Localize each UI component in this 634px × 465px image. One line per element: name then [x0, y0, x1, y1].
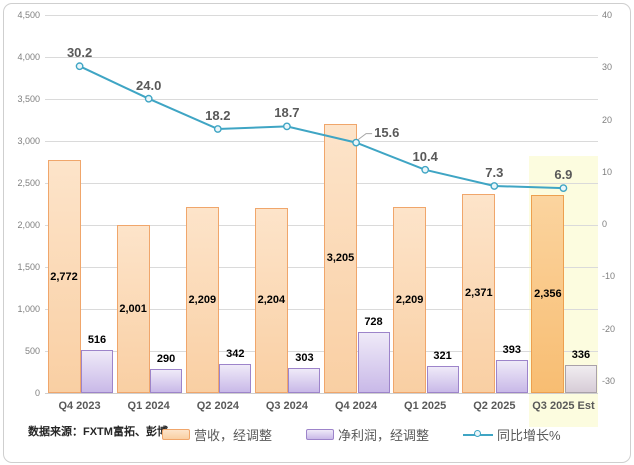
legend-yoy-label: 同比增长% — [497, 428, 561, 443]
chart-frame-border — [3, 3, 631, 463]
revenue-bar — [462, 193, 496, 393]
category-label: Q3 2025 Est — [532, 400, 595, 412]
yoy-value-label: 30.2 — [66, 45, 93, 61]
profit-bar — [288, 367, 321, 393]
right-axis-tick: 40 — [602, 10, 613, 20]
profit-bar — [150, 368, 183, 393]
line-marker-icon — [463, 430, 494, 439]
profit-swatch-icon — [306, 429, 335, 440]
category-label: Q1 2025 — [404, 400, 447, 412]
left-axis-tick: 2,500 — [17, 178, 40, 188]
right-axis-tick: -20 — [602, 323, 616, 334]
right-axis-tick: 20 — [602, 114, 613, 125]
profit-bar — [81, 349, 113, 393]
profit-bar — [357, 331, 390, 393]
gridline — [45, 99, 598, 100]
gridline — [45, 15, 598, 16]
right-axis-tick: -10 — [602, 271, 616, 282]
yoy-value-label: 24.0 — [136, 77, 162, 93]
left-axis-tick: 4,000 — [17, 52, 40, 62]
category-label: Q2 2025 — [473, 400, 516, 412]
revenue-bar-label: 3,205 — [326, 252, 355, 265]
category-label: Q1 2024 — [127, 400, 170, 412]
gridline — [45, 267, 598, 268]
legend: 营收，经调整 净利润，经调整 同比增长% — [162, 425, 561, 444]
legend-item-profit: 净利润，经调整 — [306, 425, 429, 444]
chart-footer: 数据来源：FXTM富拓、彭博 营收，经调整 净利润，经调整 同比增长% — [0, 420, 634, 444]
left-axis-tick: 4,500 — [17, 10, 40, 20]
yoy-value-label: 6.9 — [554, 167, 573, 183]
gridline — [45, 141, 598, 142]
profit-bar — [564, 364, 597, 393]
gridline — [45, 351, 598, 352]
right-axis-tick: 30 — [602, 62, 613, 73]
profit-bar-label: 321 — [433, 350, 452, 362]
left-axis-tick: 3,000 — [17, 136, 40, 146]
gridline — [45, 393, 598, 394]
left-axis-tick: 0 — [34, 388, 40, 398]
yoy-value-label: 7.3 — [485, 165, 504, 180]
revenue-bar-label: 2,209 — [395, 294, 424, 307]
profit-bar-label: 728 — [364, 315, 383, 328]
right-axis-tick: 10 — [602, 166, 613, 177]
revenue-bar — [185, 207, 219, 393]
revenue-bar — [531, 195, 565, 393]
category-label: Q3 2024 — [265, 400, 309, 412]
gridline — [45, 309, 598, 310]
yoy-value-label: 10.4 — [412, 148, 438, 164]
profit-bar-label: 393 — [502, 344, 521, 356]
profit-bar — [426, 366, 459, 393]
revenue-bar-label: 2,204 — [257, 294, 286, 307]
yoy-value-label: 15.6 — [374, 124, 400, 140]
profit-bar — [495, 360, 528, 393]
right-axis-tick: 0 — [602, 219, 608, 230]
profit-bar — [219, 364, 252, 393]
category-label: Q2 2024 — [196, 400, 239, 412]
revenue-bar — [393, 207, 427, 393]
legend-revenue-label: 营收，经调整 — [194, 428, 273, 443]
gridline — [45, 225, 598, 226]
revenue-bar-label: 2,772 — [50, 270, 78, 283]
revenue-bar-label: 2,001 — [119, 303, 147, 315]
category-label: Q4 2024 — [334, 400, 378, 412]
gridline — [45, 183, 598, 184]
left-axis-tick: 500 — [24, 346, 40, 356]
revenue-bar-label: 2,371 — [465, 287, 493, 300]
yoy-value-label: 18.7 — [274, 105, 300, 121]
revenue-bar — [116, 224, 150, 393]
profit-bar-label: 516 — [87, 333, 107, 346]
legend-item-revenue: 营收，经调整 — [162, 425, 272, 444]
profit-bar-label: 303 — [295, 351, 314, 364]
left-axis-tick: 2,000 — [17, 220, 40, 230]
revenue-bar — [254, 207, 288, 393]
right-axis-tick: -30 — [602, 376, 616, 386]
revenue-bar — [47, 160, 81, 393]
source-note: 数据来源：FXTM富拓、彭博 — [28, 426, 168, 438]
profit-bar-label: 290 — [156, 352, 176, 365]
revenue-bar-label: 2,356 — [534, 288, 562, 300]
profit-bar-label: 336 — [571, 348, 591, 361]
left-axis-tick: 1,000 — [17, 304, 40, 314]
profit-bar-label: 342 — [226, 348, 245, 361]
left-axis-tick: 1,500 — [17, 262, 40, 272]
yoy-value-label: 18.2 — [205, 108, 231, 123]
category-label: Q4 2023 — [58, 400, 101, 412]
gridline — [45, 57, 598, 58]
legend-profit-label: 净利润，经调整 — [338, 428, 430, 443]
revenue-swatch-icon — [162, 429, 190, 440]
revenue-bar-label: 2,209 — [188, 294, 217, 307]
legend-item-yoy: 同比增长% — [463, 425, 561, 444]
left-axis-tick: 3,500 — [17, 94, 40, 104]
